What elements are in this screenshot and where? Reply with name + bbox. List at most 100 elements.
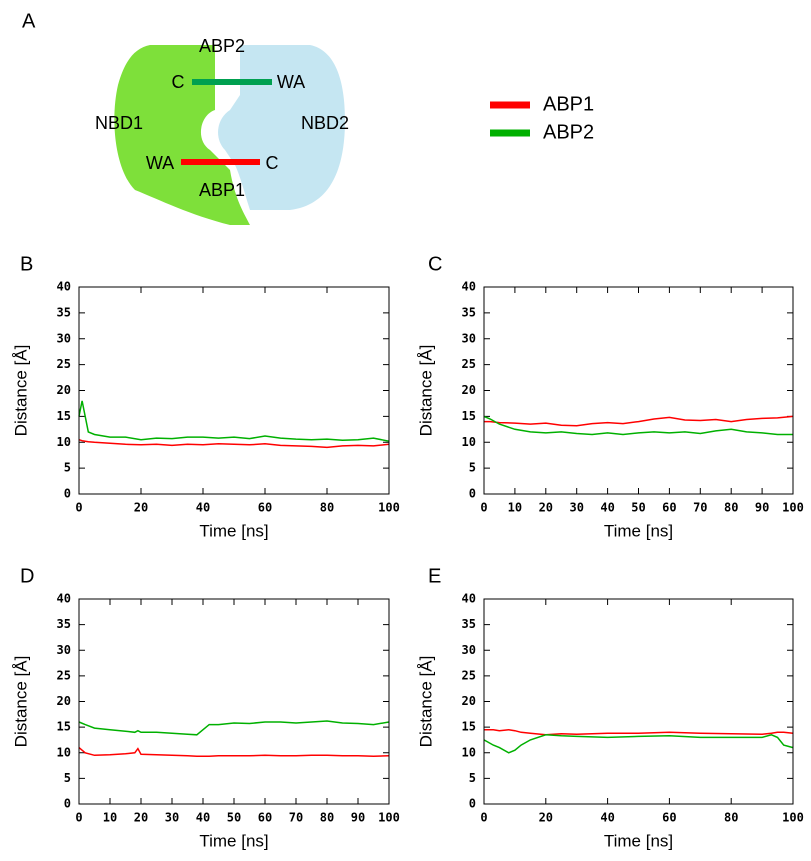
legend-label: ABP2 (543, 121, 594, 143)
x-tick-label: 100 (782, 501, 804, 515)
x-tick-label: 70 (693, 501, 707, 515)
y-tick-label: 35 (462, 305, 476, 319)
series-line (78, 438, 390, 449)
legend-label: ABP1 (543, 93, 594, 115)
x-tick-label: 0 (480, 811, 487, 825)
x-tick-label: 80 (724, 501, 738, 515)
x-tick-label: 60 (662, 501, 676, 515)
y-tick-label: 40 (462, 592, 476, 606)
x-tick-label: 60 (258, 811, 272, 825)
y-tick-label: 0 (64, 797, 71, 811)
x-tick-label: 20 (134, 501, 148, 515)
y-tick-label: 20 (57, 694, 71, 708)
label: NBD1 (95, 113, 143, 133)
series-line (484, 415, 794, 427)
y-tick-label: 30 (57, 643, 71, 657)
x-tick-label: 80 (320, 501, 334, 515)
x-tick-label: 90 (351, 811, 365, 825)
x-tick-label: 100 (378, 811, 400, 825)
y-tick-label: 25 (57, 668, 71, 682)
y-axis-label: Distance [Å] (11, 345, 30, 437)
y-tick-label: 5 (469, 461, 476, 475)
y-tick-label: 15 (462, 409, 476, 423)
x-tick-label: 40 (196, 811, 210, 825)
y-tick-label: 35 (462, 617, 476, 631)
label: WA (277, 72, 305, 92)
y-tick-label: 35 (57, 305, 71, 319)
y-tick-label: 5 (469, 771, 476, 785)
x-tick-label: 100 (378, 501, 400, 515)
label: ABP1 (199, 180, 245, 200)
x-axis-label: Time [ns] (199, 831, 268, 850)
y-tick-label: 15 (57, 409, 71, 423)
x-tick-label: 60 (662, 811, 676, 825)
y-tick-label: 30 (57, 331, 71, 345)
y-tick-label: 40 (462, 280, 476, 294)
x-tick-label: 40 (600, 501, 614, 515)
x-tick-label: 10 (508, 501, 522, 515)
series-line (483, 415, 793, 436)
y-tick-label: 10 (462, 745, 476, 759)
x-tick-label: 60 (258, 501, 272, 515)
x-tick-label: 90 (755, 501, 769, 515)
plot-frame (78, 286, 390, 495)
panel-label: E (428, 565, 441, 587)
panel-label: C (428, 253, 442, 275)
y-tick-label: 15 (57, 720, 71, 734)
y-tick-label: 30 (462, 331, 476, 345)
label: C (172, 72, 185, 92)
plot-frame (483, 598, 794, 805)
y-tick-label: 10 (57, 745, 71, 759)
series-line (484, 728, 794, 736)
y-tick-label: 25 (462, 668, 476, 682)
y-axis-label: Distance [Å] (416, 656, 435, 748)
x-tick-label: 70 (289, 811, 303, 825)
y-tick-label: 40 (57, 280, 71, 294)
x-tick-label: 20 (539, 811, 553, 825)
x-tick-label: 0 (480, 501, 487, 515)
y-axis-label: Distance [Å] (416, 345, 435, 437)
plot-frame (483, 286, 794, 495)
x-axis-label: Time [ns] (199, 521, 268, 540)
y-tick-label: 0 (469, 797, 476, 811)
x-tick-label: 10 (103, 811, 117, 825)
y-tick-label: 20 (462, 383, 476, 397)
x-tick-label: 50 (631, 501, 645, 515)
x-tick-label: 40 (196, 501, 210, 515)
y-tick-label: 15 (462, 720, 476, 734)
label: NBD2 (301, 113, 349, 133)
x-tick-label: 20 (134, 811, 148, 825)
plot-frame (78, 598, 390, 805)
y-tick-label: 40 (57, 592, 71, 606)
x-tick-label: 0 (75, 501, 82, 515)
series-line (78, 400, 390, 442)
series-line (78, 747, 390, 758)
y-tick-label: 35 (57, 617, 71, 631)
label: WA (146, 153, 174, 173)
label: ABP2 (199, 36, 245, 56)
x-tick-label: 40 (600, 811, 614, 825)
nbd1-shape (114, 45, 250, 225)
x-axis-label: Time [ns] (604, 831, 673, 850)
y-tick-label: 5 (64, 461, 71, 475)
panel-label: A (22, 10, 36, 32)
x-tick-label: 80 (320, 811, 334, 825)
x-tick-label: 0 (75, 811, 82, 825)
y-tick-label: 25 (462, 357, 476, 371)
x-tick-label: 50 (227, 811, 241, 825)
y-tick-label: 10 (57, 435, 71, 449)
y-tick-label: 20 (57, 383, 71, 397)
panel-label: D (20, 565, 34, 587)
y-tick-label: 10 (462, 435, 476, 449)
series-line (78, 720, 390, 736)
y-tick-label: 25 (57, 357, 71, 371)
y-tick-label: 0 (64, 487, 71, 501)
y-axis-label: Distance [Å] (11, 656, 30, 748)
x-axis-label: Time [ns] (604, 521, 673, 540)
x-tick-label: 30 (569, 501, 583, 515)
x-tick-label: 100 (782, 811, 804, 825)
x-tick-label: 20 (539, 501, 553, 515)
y-tick-label: 20 (462, 694, 476, 708)
x-tick-label: 30 (165, 811, 179, 825)
x-tick-label: 80 (724, 811, 738, 825)
